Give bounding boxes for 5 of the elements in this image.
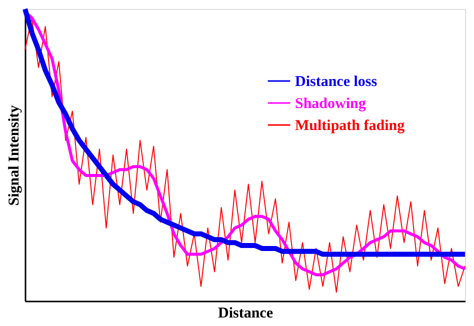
legend-label: Multipath fading: [295, 118, 406, 134]
y-axis-title: Signal Intensity: [6, 104, 22, 206]
legend-label: Distance loss: [295, 74, 378, 90]
x-axis-title: Distance: [218, 306, 274, 322]
legend-label: Shadowing: [295, 96, 366, 112]
